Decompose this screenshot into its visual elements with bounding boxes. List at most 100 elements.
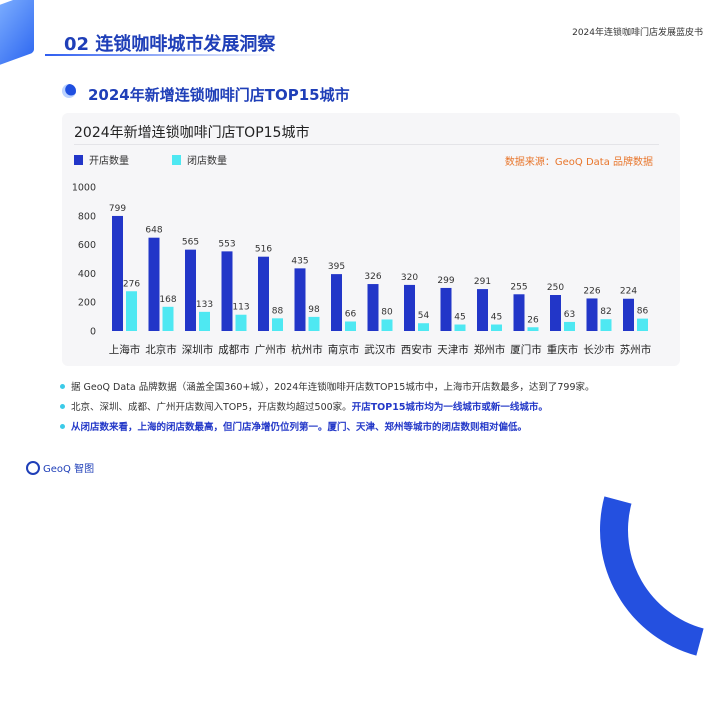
- bar-opened: [623, 298, 634, 331]
- section-title: 02 连锁咖啡城市发展洞察: [64, 34, 276, 55]
- data-label: 224: [620, 287, 637, 297]
- x-tick-label: 南京市: [328, 343, 360, 356]
- data-label: 26: [527, 315, 539, 325]
- bar-opened: [513, 294, 525, 331]
- bar-closed: [381, 319, 393, 331]
- data-label: 291: [474, 277, 491, 287]
- bar-closed: [454, 324, 466, 331]
- data-label: 98: [308, 305, 320, 315]
- bar-closed: [162, 306, 174, 331]
- bar-closed: [564, 321, 575, 331]
- data-label: 45: [454, 313, 465, 323]
- logo-text: GeoQ 智图: [43, 464, 95, 475]
- data-source: 数据来源：GeoQ Data 品牌数据: [504, 157, 653, 168]
- logo-icon: [26, 460, 40, 475]
- y-tick-label: 600: [78, 240, 96, 251]
- x-tick-label: 重庆市: [547, 343, 579, 356]
- data-label: 82: [600, 307, 611, 317]
- note-highlight: 开店TOP15城市均为一线城市或新一线城市。: [351, 402, 548, 413]
- note-text: 据 GeoQ Data 品牌数据（涵盖全国360+城），2024年连锁咖啡开店数…: [71, 382, 595, 393]
- data-label: 133: [196, 300, 213, 310]
- data-label: 648: [145, 226, 162, 236]
- bar-opened: [440, 287, 452, 331]
- data-label: 80: [381, 307, 393, 317]
- data-label: 320: [401, 273, 418, 283]
- data-label: 255: [510, 282, 527, 292]
- data-label: 168: [159, 295, 176, 305]
- data-label: 395: [328, 262, 345, 272]
- bar-opened: [185, 249, 196, 331]
- x-tick-label: 西安市: [401, 343, 433, 356]
- x-tick-label: 深圳市: [182, 343, 214, 356]
- data-label: 63: [564, 310, 575, 320]
- data-label: 799: [109, 204, 126, 214]
- legend-close: 闭店数量: [172, 152, 227, 167]
- bar-opened: [294, 268, 306, 331]
- legend-swatch-close: [172, 154, 181, 165]
- data-label: 299: [437, 276, 454, 286]
- x-tick-label: 武汉市: [364, 343, 396, 356]
- data-label: 516: [255, 245, 272, 255]
- geoq-logo: GeoQ 智图: [26, 460, 94, 475]
- bar-closed: [527, 327, 539, 331]
- bar-opened: [221, 251, 233, 331]
- divider: [74, 144, 659, 145]
- x-tick-label: 杭州市: [291, 343, 323, 356]
- chart-title: 2024年新增连锁咖啡门店TOP15城市: [74, 125, 310, 141]
- slide-subtitle: 2024年新增连锁咖啡门店TOP15城市: [88, 86, 350, 104]
- x-tick-label: 天津市: [437, 343, 469, 356]
- data-label: 276: [123, 279, 140, 289]
- note-1: 据 GeoQ Data 品牌数据（涵盖全国360+城），2024年连锁咖啡开店数…: [60, 379, 595, 393]
- bar-opened: [367, 284, 379, 331]
- data-label: 45: [491, 313, 502, 323]
- bullet-icon: [60, 423, 65, 429]
- x-tick-label: 郑州市: [474, 343, 506, 356]
- bar-opened: [586, 298, 598, 331]
- bar-chart: 0 200 400 600 800 1000 799 276 上海市 648 168 北京市 565 13…: [72, 183, 651, 357]
- data-label: 113: [232, 303, 249, 313]
- document-title: 2024年连锁咖啡门店发展蓝皮书: [572, 28, 703, 38]
- x-tick-label: 上海市: [109, 343, 141, 356]
- bar-opened: [404, 284, 415, 331]
- subtitle-bullet-icon: [62, 84, 76, 98]
- data-label: 326: [364, 272, 381, 282]
- bar-closed: [600, 319, 612, 331]
- y-tick-label: 200: [78, 298, 96, 309]
- bar-closed: [418, 323, 429, 331]
- x-tick-label: 长沙市: [583, 343, 615, 356]
- legend-label-open: 开店数量: [89, 156, 129, 167]
- x-tick-label: 广州市: [255, 343, 287, 356]
- data-label: 565: [182, 238, 199, 248]
- data-label: 553: [218, 239, 235, 249]
- x-tick-label: 成都市: [218, 343, 250, 356]
- x-tick-label: 北京市: [145, 343, 177, 356]
- bar-opened: [477, 289, 488, 331]
- note-2: 北京、深圳、成都、广州开店数闯入TOP5，开店数均超过500家。 开店TOP15城…: [60, 399, 548, 413]
- bar-opened: [112, 215, 123, 331]
- note-highlight: 从闭店数来看，上海的闭店数最高，但门店净增仍位列第一。厦门、天津、郑州等城市的闭…: [71, 422, 528, 433]
- note-text: 北京、深圳、成都、广州开店数闯入TOP5，开店数均超过500家。: [71, 402, 352, 413]
- legend-open: 开店数量: [74, 152, 129, 167]
- title-underline: [45, 54, 275, 56]
- legend-label-close: 闭店数量: [187, 156, 227, 167]
- x-tick-label: 厦门市: [510, 343, 542, 356]
- bar-opened: [258, 256, 269, 331]
- y-tick-label: 400: [78, 269, 96, 280]
- bar-closed: [126, 291, 137, 331]
- data-label: 88: [272, 306, 284, 316]
- data-label: 66: [345, 309, 357, 319]
- data-label: 435: [291, 256, 308, 266]
- bar-opened: [331, 274, 342, 331]
- bar-closed: [272, 318, 283, 331]
- bar-closed: [308, 316, 320, 331]
- data-label: 250: [547, 283, 564, 293]
- page-number: 13: [686, 467, 697, 476]
- y-tick-label: 0: [90, 327, 96, 338]
- bar-closed: [235, 314, 247, 331]
- data-label: 54: [418, 311, 430, 321]
- bar-closed: [199, 311, 210, 331]
- legend-swatch-open: [74, 154, 83, 165]
- y-tick-label: 800: [78, 211, 96, 222]
- bullet-icon: [60, 403, 65, 409]
- bar-closed: [637, 318, 648, 331]
